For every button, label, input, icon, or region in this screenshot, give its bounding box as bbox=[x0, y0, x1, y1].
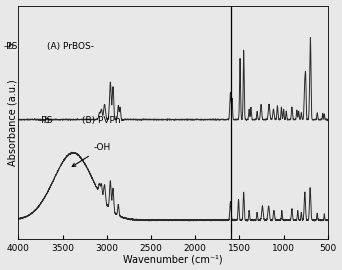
Text: b: b bbox=[8, 42, 14, 51]
Text: b: b bbox=[43, 116, 49, 125]
Text: (B) PVPh-: (B) PVPh- bbox=[82, 116, 124, 125]
Text: -PS: -PS bbox=[39, 116, 53, 125]
X-axis label: Wavenumber (cm⁻¹): Wavenumber (cm⁻¹) bbox=[123, 254, 223, 264]
Text: -PS: -PS bbox=[3, 42, 18, 51]
Y-axis label: Absorbance (a.u.): Absorbance (a.u.) bbox=[7, 79, 17, 166]
Text: (A) PrBOS-: (A) PrBOS- bbox=[47, 42, 94, 51]
Text: -OH: -OH bbox=[72, 143, 111, 167]
